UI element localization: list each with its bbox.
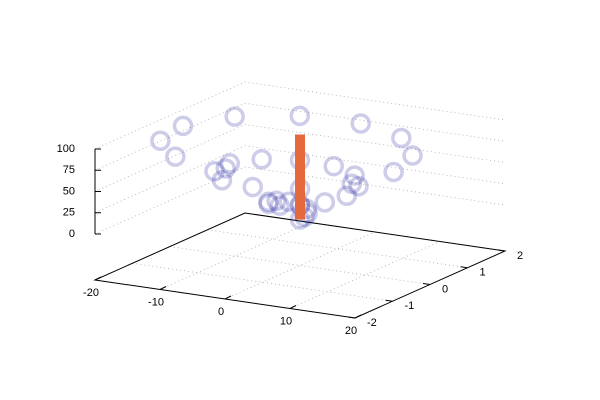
x-tick-label: -10 (148, 296, 164, 308)
point (219, 153, 241, 174)
point (341, 173, 363, 195)
grid-line (207, 229, 468, 269)
grid-line (132, 262, 393, 302)
point (350, 113, 371, 134)
x-tick-label: 10 (280, 315, 292, 327)
y-tick (460, 266, 468, 269)
grid-line (224, 231, 376, 300)
y-tick (347, 316, 356, 319)
point (336, 185, 358, 206)
y-tick-label: -2 (367, 317, 377, 329)
x-tick (94, 276, 102, 281)
point (258, 193, 279, 215)
y-tick (497, 249, 506, 252)
grid-line (94, 145, 506, 214)
z-tick-label: 0 (69, 228, 75, 240)
point (402, 145, 423, 166)
x-tick-label: -20 (83, 287, 99, 299)
z-tick-label: 100 (57, 143, 75, 155)
y-tick (385, 299, 393, 302)
grid-line (169, 246, 431, 285)
y-tick-label: 2 (517, 250, 523, 262)
point (269, 195, 290, 216)
point (344, 165, 365, 186)
x-tick (354, 314, 362, 319)
grid-line (94, 102, 506, 171)
point (172, 115, 194, 137)
x-tick (289, 305, 297, 309)
point (215, 158, 236, 179)
point (204, 160, 225, 182)
y-tick-label: -1 (405, 300, 415, 312)
y-tick-label: 1 (480, 267, 486, 279)
grid-line (159, 222, 311, 290)
point (150, 130, 171, 151)
y-tick (422, 283, 431, 285)
point (383, 161, 404, 183)
bar (295, 134, 305, 220)
point (289, 105, 311, 127)
point (258, 191, 279, 212)
point (266, 190, 287, 212)
point (314, 192, 336, 213)
x-tick-label: 20 (345, 325, 357, 337)
point (251, 148, 272, 170)
z-tick-label: 75 (63, 164, 75, 176)
point (224, 106, 245, 127)
x-tick (159, 286, 167, 290)
x-tick (224, 295, 232, 300)
point (165, 146, 186, 167)
point (242, 176, 263, 198)
x-tick-label: 0 (218, 306, 224, 318)
grid-line (94, 166, 506, 235)
point (211, 169, 233, 191)
z-tick-label: 25 (63, 207, 75, 219)
z-tick-label: 50 (63, 185, 75, 197)
point (348, 175, 369, 197)
grid-line (94, 81, 506, 150)
point (323, 155, 344, 177)
grid-line (94, 124, 506, 192)
grid-line (289, 241, 441, 309)
point (391, 127, 412, 149)
y-tick-label: 0 (442, 283, 448, 295)
